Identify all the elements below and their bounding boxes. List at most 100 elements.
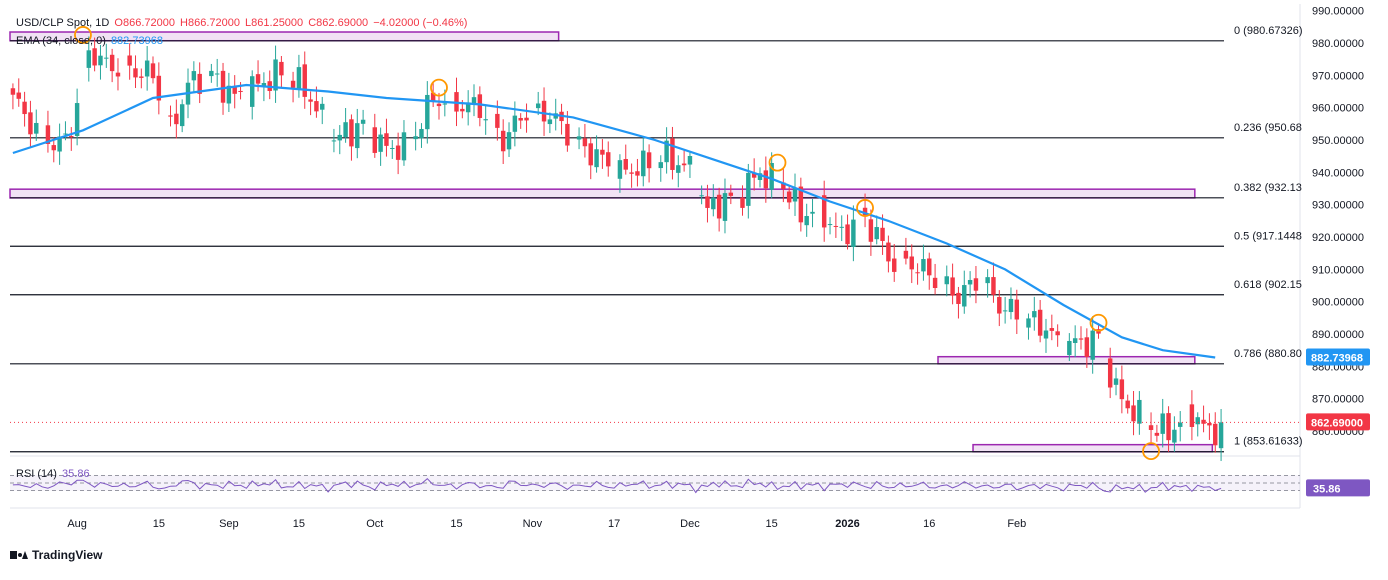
- candle-body: [594, 149, 599, 168]
- candle-body: [810, 211, 815, 214]
- candle-body: [711, 197, 716, 210]
- candle-body: [629, 172, 634, 174]
- ema-price-badge: 882.73968: [1311, 353, 1363, 365]
- tradingview-brand[interactable]: TradingView: [10, 548, 102, 562]
- candle-body: [606, 152, 611, 167]
- candle-body: [600, 149, 605, 155]
- candle-body: [238, 90, 243, 92]
- symbol-label[interactable]: USD/CLP Spot, 1D: [16, 17, 110, 29]
- open-value: O866.72000: [114, 17, 175, 29]
- candle-body: [722, 193, 728, 221]
- y-tick-label: 930.00000: [1312, 200, 1364, 212]
- candle-body: [133, 68, 138, 78]
- fib-level-label: 0.786 (880.80: [1234, 348, 1302, 360]
- fib-level-label: 0.236 (950.68: [1234, 122, 1302, 134]
- ema-legend: EMA (34, close, 0) 882.73968: [16, 35, 165, 47]
- candle-body: [763, 170, 769, 189]
- candle-body: [500, 130, 506, 152]
- fib-level-label: 0.5 (917.1448: [1234, 230, 1302, 242]
- candle-body: [518, 118, 523, 121]
- candle-body: [1218, 422, 1224, 449]
- candle-body: [395, 145, 401, 160]
- x-tick-label: Dec: [680, 518, 700, 530]
- candle-body: [1166, 413, 1171, 441]
- y-tick-label: 980.00000: [1312, 38, 1364, 50]
- candle-body: [1055, 331, 1060, 336]
- candle-body: [425, 94, 430, 130]
- candle-body: [1201, 419, 1206, 424]
- candle-body: [582, 138, 588, 147]
- candle-body: [261, 83, 267, 87]
- candle-body: [588, 143, 593, 166]
- x-tick-label: 16: [923, 518, 935, 530]
- swing-marker: [1142, 442, 1160, 461]
- candle-body: [296, 67, 302, 89]
- candle-body: [1014, 299, 1020, 320]
- candle-body: [63, 133, 68, 135]
- candle-body: [1131, 405, 1136, 422]
- candle-body: [927, 258, 932, 276]
- rsi-legend: RSI (14) 35.86: [16, 468, 92, 480]
- candle-body: [950, 277, 955, 296]
- candle-body: [997, 297, 1002, 314]
- candle-body: [1207, 423, 1212, 426]
- candle-body: [232, 87, 237, 94]
- candle-body: [214, 73, 220, 75]
- fib-level-label: 0 (980.67326): [1234, 25, 1303, 37]
- candle-body: [1113, 378, 1119, 385]
- candle-body: [139, 76, 144, 78]
- candle-body: [921, 259, 926, 272]
- candle-body: [337, 134, 342, 141]
- candle-body: [401, 132, 407, 161]
- candle-body: [769, 162, 774, 190]
- candle-body: [413, 136, 418, 140]
- candle-body: [34, 122, 39, 134]
- candle-body: [967, 279, 973, 285]
- candle-body: [681, 163, 687, 166]
- candle-body: [1084, 337, 1090, 357]
- swing-marker: [856, 199, 874, 217]
- candle-body: [962, 285, 967, 307]
- candle-body: [69, 135, 74, 137]
- candle-body: [477, 94, 483, 118]
- candle-body: [255, 74, 261, 84]
- ohlc-header: USD/CLP Spot, 1D O866.72000 H866.72000 L…: [16, 17, 469, 29]
- candle-body: [28, 112, 33, 135]
- candle-body: [308, 99, 313, 102]
- candle-body: [892, 258, 897, 272]
- candle-body: [1119, 379, 1125, 400]
- candle-body: [465, 102, 471, 113]
- ema-label[interactable]: EMA (34, close, 0): [16, 35, 106, 47]
- candle-body: [804, 216, 809, 226]
- candle-body: [483, 119, 488, 121]
- y-tick-label: 920.00000: [1312, 232, 1364, 244]
- candle-body: [279, 61, 284, 76]
- candle-body: [1043, 330, 1049, 339]
- y-tick-label: 870.00000: [1312, 394, 1364, 406]
- swing-marker: [768, 153, 787, 172]
- candle-body: [1107, 358, 1113, 388]
- candle-body: [565, 123, 570, 146]
- candle-body: [512, 115, 518, 132]
- candle-body: [220, 70, 226, 103]
- candle-body: [932, 277, 938, 289]
- candle-body: [1032, 311, 1037, 318]
- candle-body: [1178, 422, 1183, 427]
- zone-1: [9, 188, 1196, 199]
- rsi-line: [12, 478, 1222, 494]
- rsi-legend-value: 35.86: [62, 468, 90, 480]
- candle-body: [273, 59, 278, 91]
- candle-body: [658, 162, 663, 169]
- y-tick-label: 990.00000: [1312, 6, 1364, 18]
- rsi-label[interactable]: RSI (14): [16, 468, 57, 480]
- candle-body: [740, 197, 745, 208]
- candle-body: [506, 132, 512, 150]
- candle-body: [705, 196, 710, 208]
- candle-body: [623, 159, 628, 170]
- candle-body: [1137, 399, 1142, 424]
- candle-body: [104, 57, 109, 59]
- candle-body: [179, 104, 185, 127]
- zone-2: [937, 355, 1196, 365]
- candle-body: [1213, 423, 1218, 446]
